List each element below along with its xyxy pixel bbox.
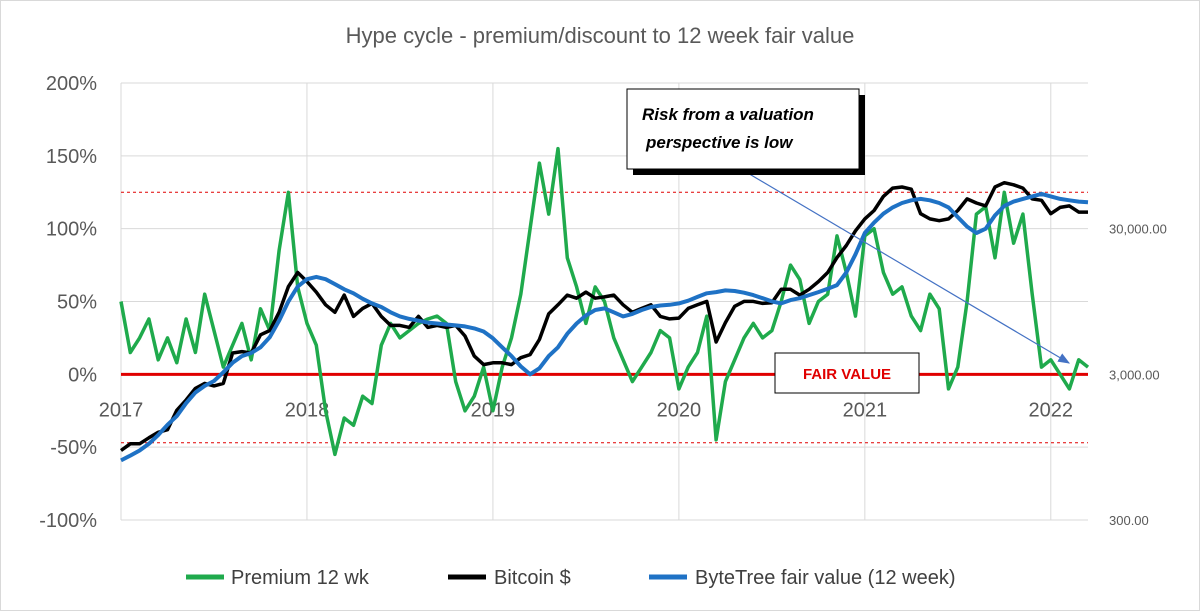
x-tick-label: 2020	[657, 399, 702, 421]
legend: Premium 12 wk Bitcoin $ ByteTree fair va…	[186, 567, 955, 589]
right-axis-ticks: 30,000.00 3,000.00 300.00	[1109, 222, 1167, 528]
fair-value-label: FAIR VALUE	[803, 366, 891, 383]
reference-lines	[121, 191, 1088, 444]
legend-label-premium: Premium 12 wk	[231, 567, 370, 589]
fair-value-label-box	[774, 352, 920, 394]
fair-value-label-group: FAIR VALUE	[774, 352, 920, 394]
right-tick-label: 30,000.00	[1109, 222, 1167, 237]
left-tick-label: -100%	[39, 510, 97, 532]
right-tick-label: 300.00	[1109, 513, 1149, 528]
left-tick-label: 200%	[46, 73, 97, 95]
annotation-line-1: Risk from a valuation	[642, 105, 814, 124]
x-tick-label: 2022	[1029, 399, 1074, 421]
bytetree-fair-value-12-week-line	[120, 191, 1089, 463]
x-tick-label: 2021	[843, 399, 888, 421]
x-axis-ticks: 2017 2018 2019 2020 2021 2022	[99, 399, 1073, 421]
left-tick-label: 150%	[46, 146, 97, 168]
right-tick-label: 3,000.00	[1109, 367, 1160, 382]
x-tick-label: 2017	[99, 399, 144, 421]
premium-12-wk-line	[119, 146, 1090, 457]
annotation: Risk from a valuation perspective is low	[626, 88, 1071, 364]
legend-label-bitcoin: Bitcoin $	[494, 567, 571, 589]
left-axis-ticks: 200% 150% 100% 50% 0% -50% -100%	[39, 73, 97, 532]
left-tick-label: 100%	[46, 219, 97, 241]
left-tick-label: 0%	[68, 364, 97, 386]
left-tick-label: -50%	[50, 437, 97, 459]
bitcoin-line	[119, 180, 1088, 452]
series-lines	[119, 146, 1090, 463]
left-tick-label: 50%	[57, 292, 97, 314]
annotation-arrow	[745, 171, 1071, 364]
annotation-line-2: perspective is low	[645, 133, 794, 152]
chart-title: Hype cycle - premium/discount to 12 week…	[346, 23, 855, 48]
legend-label-fair-value: ByteTree fair value (12 week)	[695, 567, 955, 589]
annotation-box	[626, 88, 860, 170]
x-tick-label: 2018	[285, 399, 330, 421]
